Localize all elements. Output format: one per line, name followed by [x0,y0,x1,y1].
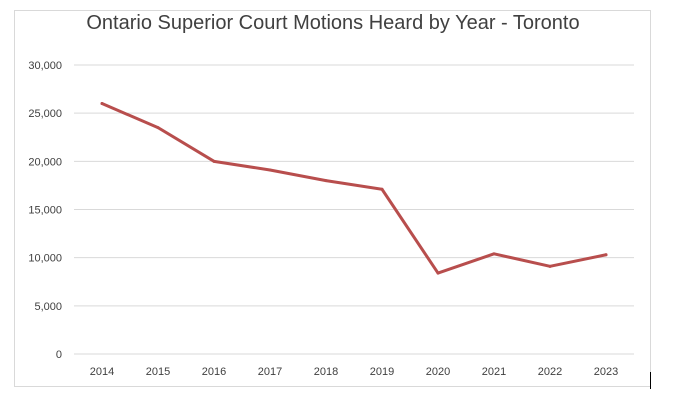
data-point [436,271,440,275]
data-point [492,252,496,256]
x-tick-label: 2021 [482,366,506,378]
y-tick-label: 20,000 [28,156,62,168]
data-point [324,179,328,183]
y-tick-label: 15,000 [28,205,62,217]
vertical-tick-mark [650,372,651,389]
x-tick-label: 2019 [370,366,394,378]
data-point [100,102,104,106]
data-point [268,168,272,172]
y-tick-label: 0 [56,349,62,361]
y-tick-label: 30,000 [28,60,62,72]
data-point [548,264,552,268]
y-tick-label: 5,000 [34,301,62,313]
y-tick-label: 10,000 [28,253,62,265]
x-tick-label: 2016 [202,366,226,378]
chart-frame [14,10,651,387]
series-line [100,102,608,275]
x-tick-label: 2023 [594,366,618,378]
data-point [380,187,384,191]
x-tick-label: 2015 [146,366,170,378]
x-tick-label: 2014 [90,366,114,378]
data-point [212,159,216,163]
chart-title: Ontario Superior Court Motions Heard by … [86,12,580,34]
y-tick-label: 25,000 [28,108,62,120]
x-tick-label: 2020 [426,366,450,378]
data-point [604,253,608,257]
x-tick-label: 2018 [314,366,338,378]
x-tick-label: 2022 [538,366,562,378]
data-point [156,126,160,130]
x-tick-label: 2017 [258,366,282,378]
